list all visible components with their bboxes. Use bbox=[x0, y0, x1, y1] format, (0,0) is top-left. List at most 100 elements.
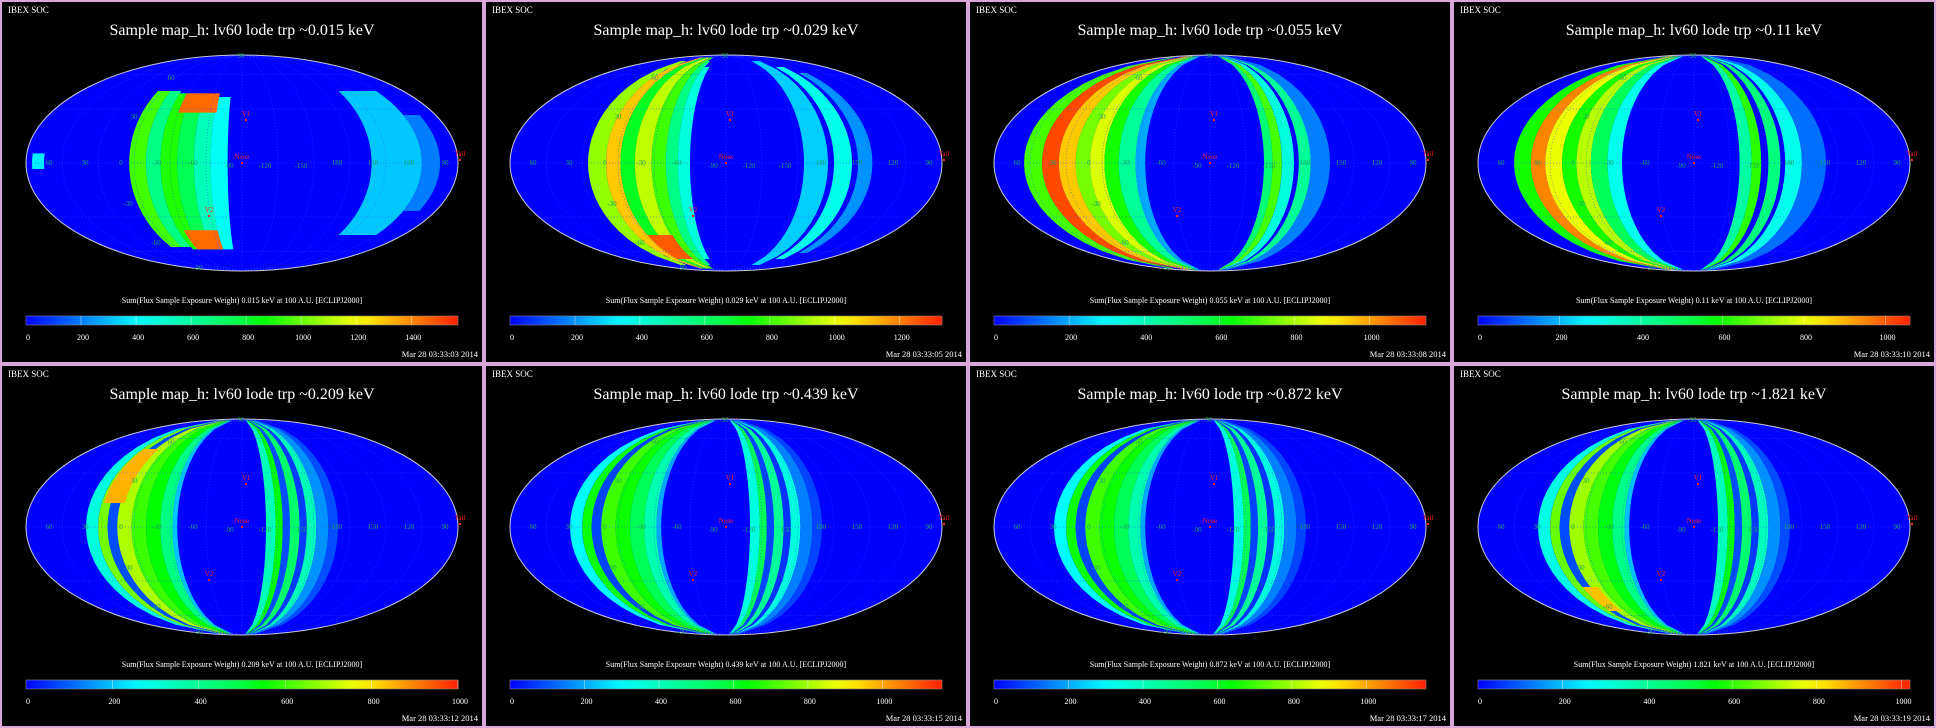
longitude-label: 30 bbox=[82, 523, 90, 531]
flux-band bbox=[1698, 420, 1735, 634]
longitude-label: -90 bbox=[224, 526, 234, 534]
longitude-label: -90 bbox=[708, 162, 718, 170]
latitude-label: 90 bbox=[1206, 52, 1214, 60]
longitude-label: -30 bbox=[152, 523, 162, 531]
sky-map-panel: 60 30 0 -30 -60 -90 -120 -150 180 150 120 90 90 60 30 -… bbox=[968, 0, 1452, 364]
longitude-label: -60 bbox=[188, 159, 198, 167]
timestamp: Mar 28 03:33:10 2014 bbox=[1853, 349, 1930, 359]
flux-band bbox=[1104, 56, 1197, 270]
flux-band bbox=[630, 420, 714, 634]
meridian-line bbox=[725, 419, 763, 635]
latitude-label: -60 bbox=[635, 239, 645, 247]
longitude-label: -30 bbox=[152, 159, 162, 167]
colorbar-tick-label: 1000 bbox=[1879, 333, 1896, 342]
map-title: Sample map_h: lv60 lode trp ~0.872 keV bbox=[1077, 386, 1343, 403]
marker-label-nose: Nose bbox=[719, 153, 733, 161]
longitude-label: 60 bbox=[1498, 523, 1506, 531]
marker-dot bbox=[1911, 159, 1913, 161]
longitude-label: 180 bbox=[816, 523, 827, 531]
longitude-label: 60 bbox=[46, 523, 54, 531]
meridian-line bbox=[689, 55, 727, 271]
longitude-label: 90 bbox=[1894, 159, 1902, 167]
marker-label-v2: V2 bbox=[205, 206, 214, 214]
flux-band bbox=[129, 91, 182, 247]
longitude-label: 90 bbox=[442, 159, 450, 167]
latitude-label: -30 bbox=[607, 564, 617, 572]
sky-map-plot: 60 30 0 -30 -60 -90 -120 -150 180 150 120 90 90 60 30 -… bbox=[509, 52, 949, 326]
colorbar-tick-label: 1400 bbox=[405, 333, 422, 342]
meridian-line bbox=[725, 55, 907, 271]
longitude-label: 150 bbox=[1336, 523, 1347, 531]
flux-band bbox=[666, 61, 711, 265]
latitude-label: 30 bbox=[131, 477, 139, 485]
longitude-label: -150 bbox=[1747, 526, 1760, 534]
latitude-label: -90 bbox=[677, 264, 687, 272]
flux-band bbox=[730, 420, 767, 634]
meridian-line bbox=[1209, 419, 1391, 635]
meridian-line bbox=[1513, 419, 1695, 635]
flux-band bbox=[1700, 56, 1752, 270]
longitude-label: -90 bbox=[1676, 162, 1686, 170]
latitude-label: -30 bbox=[123, 200, 133, 208]
meridian-line bbox=[241, 55, 423, 271]
longitude-label: 150 bbox=[1820, 159, 1831, 167]
colorbar-tick-label: 200 bbox=[77, 333, 90, 342]
marker-label-v2: V2 bbox=[689, 570, 698, 578]
longitude-label: 150 bbox=[1336, 159, 1347, 167]
colorbar-tick-label: 1000 bbox=[828, 333, 845, 342]
flux-band bbox=[1576, 56, 1679, 270]
sky-map-plot: 60 30 0 -30 -60 -90 -120 -150 180 150 120 90 90 60 30 -… bbox=[1477, 52, 1917, 326]
marker-dot bbox=[245, 483, 247, 485]
flux-band bbox=[588, 61, 687, 265]
longitude-label: 120 bbox=[1372, 159, 1383, 167]
colorbar-tick-label: 0 bbox=[26, 697, 30, 706]
longitude-label: 0 bbox=[119, 523, 123, 531]
latitude-label: 60 bbox=[1136, 74, 1144, 82]
flux-band bbox=[738, 420, 822, 634]
longitude-label: 120 bbox=[1372, 523, 1383, 531]
flux-band bbox=[146, 91, 191, 247]
flux-band bbox=[160, 93, 204, 250]
meridian-line bbox=[1513, 55, 1695, 271]
marker-dot bbox=[1660, 579, 1662, 581]
flux-band bbox=[103, 449, 160, 503]
longitude-label: -60 bbox=[672, 159, 682, 167]
marker-dot bbox=[943, 159, 945, 161]
marker-dot bbox=[1213, 119, 1215, 121]
longitude-label: 180 bbox=[816, 159, 827, 167]
meridian-line bbox=[725, 55, 763, 271]
latitude-label: 60 bbox=[168, 74, 176, 82]
colorbar-tick-label: 600 bbox=[1718, 333, 1731, 342]
longitude-label: -30 bbox=[636, 523, 646, 531]
longitude-label: -30 bbox=[636, 159, 646, 167]
meridian-line bbox=[1657, 419, 1695, 635]
longitude-label: -120 bbox=[1711, 162, 1724, 170]
longitude-label: 150 bbox=[852, 523, 863, 531]
colorbar-tick-label: 400 bbox=[1637, 333, 1650, 342]
longitude-label: -30 bbox=[1604, 523, 1614, 531]
marker-dot bbox=[725, 526, 727, 528]
latitude-label: -90 bbox=[1645, 628, 1655, 636]
longitude-label: 60 bbox=[1014, 159, 1022, 167]
map-title: Sample map_h: lv60 lode trp ~0.055 keV bbox=[1077, 22, 1343, 39]
longitude-label: 180 bbox=[1300, 159, 1311, 167]
colorbar bbox=[25, 315, 459, 326]
colorbar bbox=[1477, 679, 1911, 690]
latitude-label: 30 bbox=[1583, 477, 1591, 485]
longitude-label: 0 bbox=[1571, 159, 1575, 167]
map-title: Sample map_h: lv60 lode trp ~0.015 keV bbox=[109, 22, 375, 39]
longitude-label: -150 bbox=[779, 162, 792, 170]
meridian-line bbox=[617, 419, 727, 635]
colorbar-tick-label: 600 bbox=[281, 697, 294, 706]
sky-map-panel: 60 30 0 -30 -60 -90 -120 -150 180 150 120 90 90 60 30 -… bbox=[1452, 364, 1936, 728]
meridian-line bbox=[1209, 419, 1247, 635]
latitude-label: -60 bbox=[151, 239, 161, 247]
flux-band bbox=[1598, 420, 1682, 634]
flux-band bbox=[194, 95, 224, 250]
flux-band bbox=[210, 97, 234, 250]
source-label: IBEX SOC bbox=[976, 369, 1017, 379]
longitude-label: 30 bbox=[1534, 523, 1542, 531]
timestamp: Mar 28 03:33:15 2014 bbox=[885, 713, 962, 723]
longitude-label: -120 bbox=[1227, 162, 1240, 170]
